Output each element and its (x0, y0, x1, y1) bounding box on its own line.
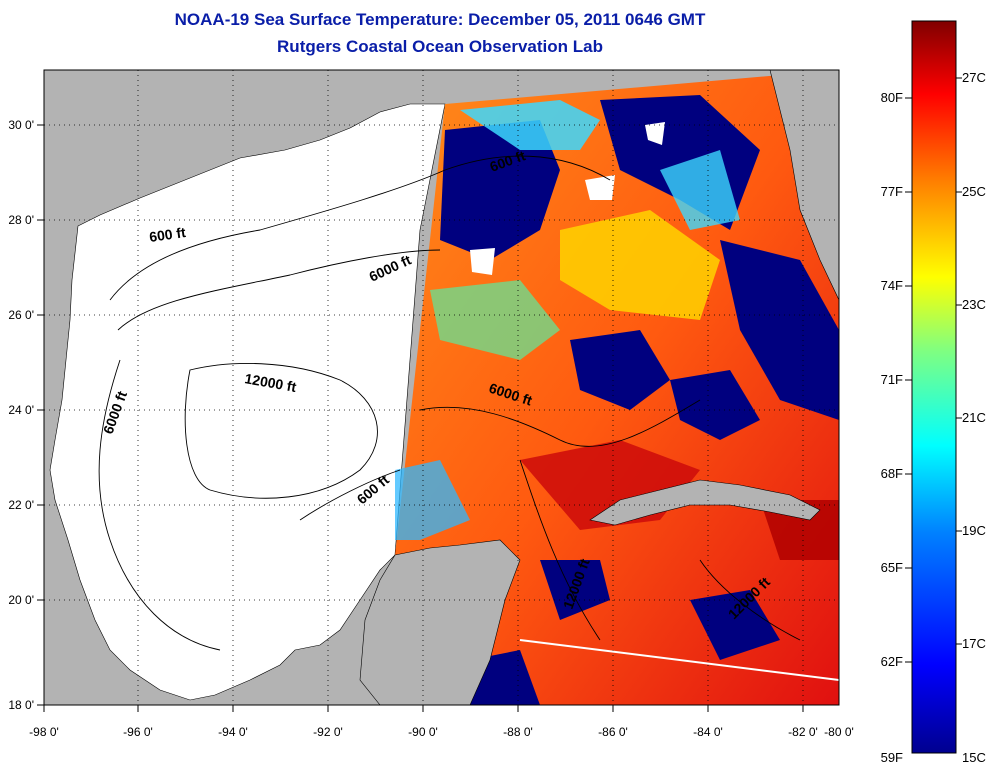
colorbar-c-labels: 27C 25C 23C 21C 19C 17C 15C (962, 70, 986, 765)
map-plot-area (44, 70, 839, 705)
yucatan-land (359, 539, 521, 705)
contour-6000ft (419, 399, 701, 447)
cloud-patch (440, 120, 560, 260)
cloud-patch (690, 590, 780, 660)
lat-label: 24 0' (8, 403, 34, 417)
contour-6000ft (117, 249, 441, 331)
contour-600ft (299, 469, 401, 521)
contour-12000ft (699, 559, 801, 641)
colorbar-c-label: 15C (962, 750, 986, 765)
sst-green (430, 280, 560, 360)
florida-land (745, 70, 839, 301)
contour-label: 600 ft (148, 224, 187, 245)
axis-ticks (37, 124, 804, 712)
cloud-patch (670, 370, 760, 440)
colorbar-f-label: 62F (881, 654, 903, 669)
lat-label: 28 0' (8, 213, 34, 227)
colorbar-c-label: 23C (962, 297, 986, 312)
sst-cyan (660, 150, 740, 230)
lon-label: -86 0' (598, 725, 628, 739)
sst-yellow (560, 210, 720, 320)
bathymetry-contours (98, 155, 801, 651)
contour-600ft (109, 155, 611, 301)
gulf-ocean-nodata (49, 103, 446, 701)
colorbar-f-label: 65F (881, 560, 903, 575)
sst-red (760, 500, 839, 560)
contour-6000ft (98, 359, 221, 651)
lon-label: -84 0' (693, 725, 723, 739)
nodata-speckle (645, 122, 665, 145)
cloud-patch (540, 560, 610, 620)
lon-label: -98 0' (29, 725, 59, 739)
colorbar-f-label: 71F (881, 372, 903, 387)
map-subtitle: Rutgers Coastal Ocean Observation Lab (277, 37, 603, 56)
lon-label: -92 0' (313, 725, 343, 739)
colorbar-c-label: 19C (962, 523, 986, 538)
colorbar-f-label: 68F (881, 466, 903, 481)
nodata-speckle (585, 175, 615, 200)
contour-12000ft (519, 459, 601, 641)
lat-label: 30 0' (8, 118, 34, 132)
lat-labels: 30 0' 28 0' 26 0' 24 0' 22 0' 20 0' 18 0… (8, 118, 34, 712)
cloud-patch (720, 240, 839, 420)
colorbar-f-labels: 80F 77F 74F 71F 68F 65F 62F 59F (881, 90, 903, 765)
lon-labels: -98 0' -96 0' -94 0' -92 0' -90 0' -88 0… (29, 725, 854, 739)
colorbar-c-label: 17C (962, 636, 986, 651)
nodata-speckle (470, 248, 495, 275)
lon-label: -88 0' (503, 725, 533, 739)
cuba-land (589, 479, 821, 526)
lon-label: -94 0' (218, 725, 248, 739)
colorbar-f-label: 80F (881, 90, 903, 105)
colorbar-c-label: 25C (962, 184, 986, 199)
lat-label: 22 0' (8, 498, 34, 512)
colorbar-f-label: 59F (881, 750, 903, 765)
lon-label: -80 0' (824, 725, 854, 739)
lon-label: -96 0' (123, 725, 153, 739)
lat-label: 18 0' (8, 698, 34, 712)
sst-cyan (395, 460, 470, 540)
colorbar (911, 20, 957, 754)
grid-lines (44, 70, 839, 705)
lat-label: 26 0' (8, 308, 34, 322)
cloud-patch (570, 330, 670, 410)
colorbar-c-label: 27C (962, 70, 986, 85)
colorbar-f-label: 77F (881, 184, 903, 199)
scan-line (519, 639, 839, 681)
plot-frame (43, 69, 840, 706)
colorbar-f-label: 74F (881, 278, 903, 293)
map-title: NOAA-19 Sea Surface Temperature: Decembe… (174, 10, 706, 29)
lon-label: -90 0' (408, 725, 438, 739)
lon-label: -82 0' (788, 725, 818, 739)
colorbar-c-label: 21C (962, 410, 986, 425)
colorbar-ticks (905, 77, 962, 663)
contour-12000ft (184, 363, 378, 499)
lat-label: 20 0' (8, 593, 34, 607)
